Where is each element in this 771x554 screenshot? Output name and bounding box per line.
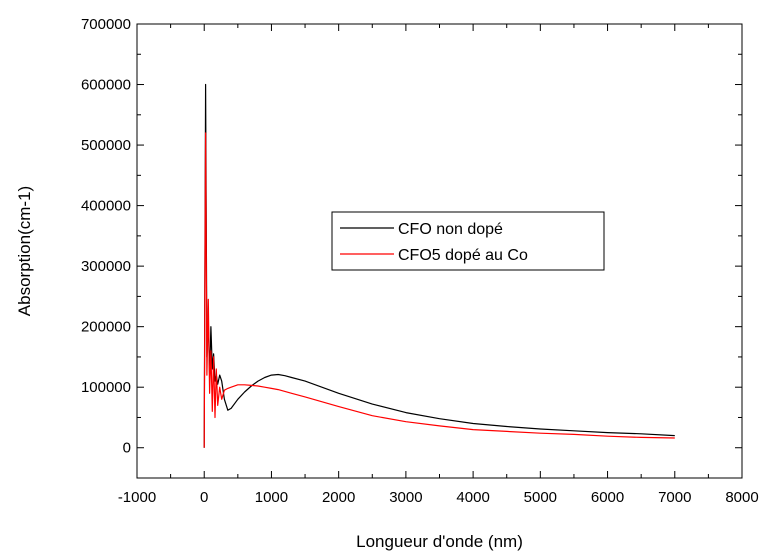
- y-tick-label: 100000: [81, 379, 131, 396]
- legend-label-cfo5-dope: CFO5 dopé au Co: [398, 247, 528, 264]
- y-axis-label: Absorption(cm-1): [15, 186, 34, 316]
- plot-area: [203, 83, 675, 448]
- y-tick-label: 0: [123, 440, 131, 457]
- x-tick-label: 1000: [255, 489, 288, 506]
- x-tick-label: -1000: [118, 489, 156, 506]
- legend-label-cfo-non-dope: CFO non dopé: [398, 221, 503, 238]
- y-tick-label: 200000: [81, 319, 131, 336]
- y-tick-label: 700000: [81, 16, 131, 33]
- x-tick-label: 4000: [456, 489, 489, 506]
- y-tick-label: 400000: [81, 198, 131, 215]
- x-tick-label: 7000: [658, 489, 691, 506]
- legend-box: [331, 211, 605, 271]
- x-tick-label: 8000: [725, 489, 758, 506]
- series-line-2: [203, 132, 675, 448]
- x-tick-label: 2000: [322, 489, 355, 506]
- x-tick-label: 0: [200, 489, 208, 506]
- legend: CFO non dopé CFO5 dopé au Co: [331, 211, 605, 271]
- y-tick-label: 600000: [81, 77, 131, 94]
- x-tick-label: 5000: [524, 489, 557, 506]
- y-tick-label: 500000: [81, 137, 131, 154]
- x-tick-label: 6000: [591, 489, 624, 506]
- axis-ticks: -1000 0 1000 2000 3000 4000 5000 6000 7000 8000 0 1…: [81, 16, 759, 506]
- y-tick-label: 300000: [81, 258, 131, 275]
- x-axis-label: Longueur d'onde (nm): [356, 532, 523, 551]
- x-tick-label: 3000: [389, 489, 422, 506]
